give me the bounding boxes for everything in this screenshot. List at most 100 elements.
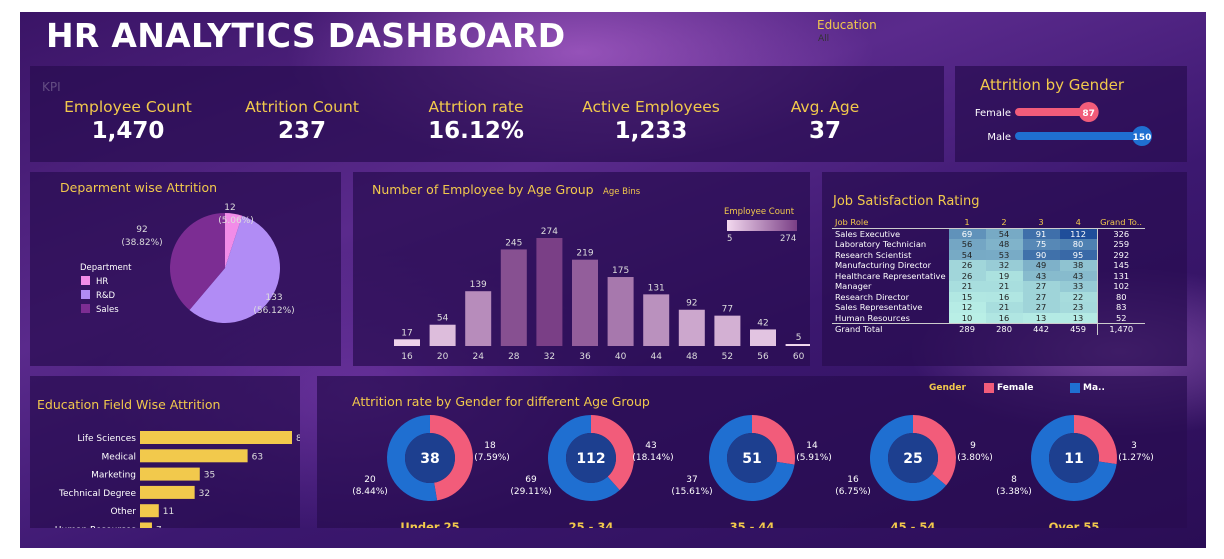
gender-bar-male [1015, 132, 1142, 140]
table-header[interactable]: 2 [985, 217, 1023, 229]
table-cell: Research Scientist [835, 249, 912, 260]
table-cell: 27 [1022, 281, 1060, 292]
age-bar [536, 238, 563, 346]
table-cell: 102 [1096, 281, 1146, 292]
donut-female-slice [430, 415, 473, 501]
kpi-value: 37 [808, 118, 841, 144]
edu-bar [140, 431, 292, 444]
gender-legend-female: Female [997, 383, 1034, 393]
age-bar [429, 324, 456, 346]
age-tick-label: 40 [615, 352, 627, 362]
table-row: Human Resources 10 16 13 13 52 [832, 312, 1146, 324]
donut-male-slice [1031, 415, 1117, 501]
kpi-label: Employee Count [64, 98, 192, 116]
legend-swatch-hr [81, 276, 90, 285]
table-cell: 54 [948, 249, 986, 260]
table-cell: Human Resources [835, 312, 910, 323]
job-satisfaction-table: Job Role 1 2 3 4 Grand To.. Sales Executive 69 5… [832, 217, 1146, 335]
donut-female-pct: (5.91%) [796, 453, 832, 463]
age-tick-label: 16 [401, 352, 413, 362]
age-bar-value: 219 [576, 249, 593, 259]
dept-sales-value: 92 [136, 225, 147, 235]
age-bar [465, 291, 492, 346]
kpi-label: Attrtion rate [428, 98, 524, 116]
table-cell: 16 [985, 312, 1023, 324]
table-cell: 19 [985, 270, 1023, 281]
kpi-label: Avg. Age [790, 98, 860, 116]
table-total-cell: Grand Total [832, 323, 949, 335]
dept-attrition-title: Deparment wise Attrition [60, 180, 218, 195]
age-tick-label: 20 [437, 352, 449, 362]
legend-label-sales: Sales [96, 305, 119, 315]
table-cell: 90 [1022, 249, 1060, 260]
table-header[interactable]: Job Role [832, 217, 949, 229]
age-group-bar-chart: 17 16 54 20 139 24 245 28 274 32 219 36 175 40 131 44 92… [394, 227, 810, 362]
table-cell: 54 [985, 228, 1023, 239]
table-cell: 131 [1096, 270, 1146, 281]
donut-total: 112 [576, 451, 605, 467]
age-bar-value: 77 [722, 305, 733, 315]
table-cell: 13 [1059, 312, 1098, 324]
table-header[interactable]: 3 [1022, 217, 1060, 229]
table-row: Healthcare Representative 26 19 43 43 131 [832, 270, 1146, 281]
education-filter-value[interactable]: All [818, 34, 830, 44]
table-cell: 21 [985, 281, 1023, 292]
age-tick-label: 32 [544, 352, 555, 362]
donut-center [405, 433, 455, 483]
table-header[interactable]: 4 [1059, 217, 1098, 229]
table-cell: Sales Executive [835, 228, 901, 239]
donut-male-value: 8 [1011, 475, 1017, 485]
kpi-avg-age: Avg. Age 37 [735, 98, 915, 144]
dept-hr-pct: (5.06%) [218, 216, 254, 226]
education-filter-label[interactable]: Education [817, 18, 877, 32]
age-bar-value: 54 [437, 314, 449, 324]
donut-female-slice [752, 415, 795, 465]
donut-female-pct: (3.80%) [957, 453, 993, 463]
table-cell: 48 [985, 239, 1023, 250]
page-title: HR ANALYTICS DASHBOARD [46, 16, 566, 55]
donut-total: 51 [742, 451, 761, 467]
kpi-value: 1,233 [614, 118, 688, 144]
table-cell: Manufacturing Director [835, 260, 932, 270]
table-cell: 53 [985, 249, 1023, 260]
donut-group-label: Under 25 [400, 520, 459, 528]
dept-pie-chart: Department HR R&D Sales 12 (5.06%) 92 (3… [80, 203, 295, 323]
age-bar [394, 339, 420, 346]
age-bar-value: 245 [505, 238, 522, 248]
kpi-panel: KPI [30, 66, 944, 162]
edu-bar [140, 485, 195, 499]
table-cell: 23 [1059, 302, 1098, 313]
donut-center [1049, 433, 1099, 483]
legend-label-rnd: R&D [96, 291, 116, 301]
table-header[interactable]: Grand To.. [1097, 217, 1146, 229]
kpi-value: 237 [277, 118, 326, 144]
donut-male-pct: (15.61%) [671, 487, 712, 497]
dept-sales-pct: (38.82%) [121, 238, 162, 248]
dept-hr-value: 12 [224, 203, 235, 213]
donut-female-slice [1074, 415, 1117, 465]
donut-male-value: 20 [364, 475, 376, 485]
table-cell: 292 [1096, 249, 1146, 260]
donut-group-label: 25 - 34 [569, 520, 614, 528]
employee-count-gradient [727, 220, 797, 231]
age-tick-label: 28 [508, 352, 520, 362]
age-tick-label: 44 [650, 352, 662, 362]
gender-label-female: Female [975, 108, 1011, 119]
donut-female-value: 43 [645, 441, 656, 451]
edu-bar-value: 7 [156, 526, 162, 529]
table-cell: 15 [948, 291, 986, 302]
gender-bubble-male [1132, 126, 1152, 146]
donut-center [727, 433, 777, 483]
donut-total: 38 [420, 451, 439, 467]
donut-female-slice [913, 415, 957, 486]
table-header[interactable]: 1 [948, 217, 986, 229]
gender-legend-title: Gender [929, 383, 966, 393]
legend-swatch-female [984, 383, 994, 393]
table-cell: 26 [948, 270, 986, 281]
table-cell: 80 [1059, 239, 1098, 250]
donut-total: 11 [1064, 451, 1083, 467]
table-cell: 32 [985, 260, 1023, 271]
donut-male-value: 37 [686, 475, 697, 485]
table-cell: 259 [1096, 239, 1146, 250]
table-cell: 13 [1022, 312, 1060, 324]
